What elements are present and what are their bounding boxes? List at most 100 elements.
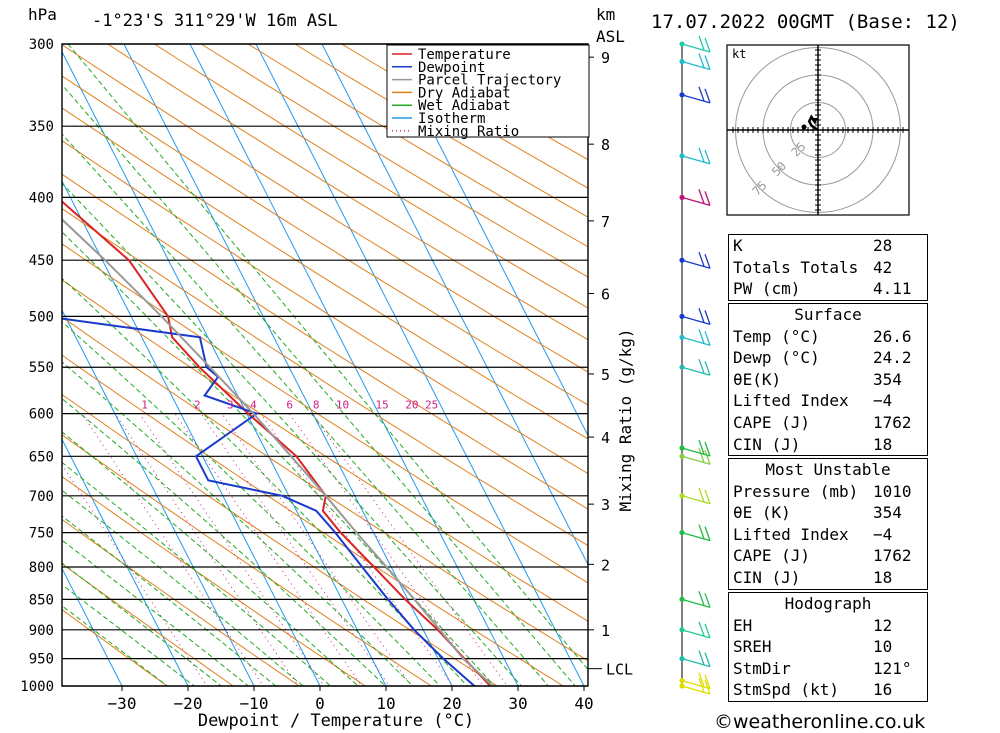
index-value: 1762 <box>873 546 912 566</box>
wind-barb-flag <box>704 310 711 325</box>
index-label: Temp (°C) <box>733 326 820 346</box>
temperature-tick-label: 30 <box>508 694 527 713</box>
wet-adiabat-line <box>62 539 250 686</box>
legend-label: Temperature <box>418 47 511 63</box>
lcl-label: LCL <box>606 661 633 679</box>
hodograph-unit-label: kt <box>732 47 746 61</box>
mixing-ratio-labels: 1 2 3 4 6 8 10 15 20 25 <box>141 399 438 412</box>
wind-barb-flag <box>698 251 705 267</box>
temperature-tick-label: −20 <box>174 694 203 713</box>
wind-barb-flag <box>704 450 711 465</box>
wind-barb-flag <box>704 331 711 346</box>
index-row: θE(K) 354 <box>729 369 927 391</box>
wind-barb-flag <box>698 86 705 102</box>
isotherm-line <box>123 44 453 686</box>
wind-barb-staff <box>681 495 711 505</box>
mixing-ratio-line <box>174 413 363 686</box>
index-value: 354 <box>873 503 902 523</box>
mixing-ratio-label: 3 <box>227 399 234 412</box>
mixing-ratio-label: 4 <box>250 399 257 412</box>
wind-barb <box>679 35 711 53</box>
mixing-ratio-label: 2 <box>194 399 201 412</box>
height-unit-asl: ASL <box>596 27 625 46</box>
wet-adiabat-line <box>62 489 304 686</box>
isotherm-line <box>62 567 123 686</box>
index-value: −4 <box>873 391 893 411</box>
wind-barb-flag <box>704 149 711 165</box>
index-value: 354 <box>873 369 902 389</box>
mixing-ratio-label: 25 <box>425 399 438 412</box>
mixing-ratio-label: 20 <box>405 399 418 412</box>
wind-barb <box>679 251 711 269</box>
pressure-unit-label: hPa <box>28 5 57 24</box>
mixing-ratio-label: 1 <box>141 399 148 412</box>
index-row: CIN (J) 18 <box>729 567 927 589</box>
wind-barb-flag <box>698 591 705 606</box>
legend-box <box>386 44 590 138</box>
index-label: SREH <box>733 637 772 657</box>
series-dewpoint <box>62 317 477 686</box>
wind-barb-flag <box>704 674 711 689</box>
wet-adiabat-line <box>62 84 576 686</box>
isotherm-line <box>321 44 588 566</box>
index-label: Totals Totals <box>733 257 859 277</box>
dry-adiabat-line <box>62 44 588 373</box>
isotherm-line <box>0 0 3 712</box>
temperature-tick-label: 40 <box>574 694 593 713</box>
height-axis: 9 8 7 6 5 4 3 2 1 LCL <box>588 49 633 679</box>
mixing-ratio-line <box>114 413 299 686</box>
index-label: Lifted Index <box>733 524 849 544</box>
wind-barb-staff <box>681 531 711 542</box>
datetime-title: 17.07.2022 00GMT (Base: 12) <box>651 11 960 33</box>
mixing-ratio-line <box>311 413 508 686</box>
wind-barb-flag <box>704 652 711 667</box>
wind-barb-staff <box>681 155 711 165</box>
index-row: Pressure (mb) 1010 <box>729 481 927 503</box>
wind-barb-flag <box>698 650 705 665</box>
surface-panel: Surface Temp (°C) 26.6 Dewp (°C) 24.2 θE(K) 3… <box>728 303 928 457</box>
isotherm-line <box>62 50 387 686</box>
wind-barb-staff <box>681 447 711 457</box>
dry-adiabat-line <box>62 563 235 686</box>
pressure-tick-label: 550 <box>29 360 54 376</box>
wind-barb-flag <box>698 35 705 51</box>
temperature-tick-label: 20 <box>442 694 461 713</box>
wet-adiabat-line <box>62 515 277 686</box>
wind-barb-staff <box>681 315 711 326</box>
wind-barb-flag <box>704 526 711 541</box>
legend-label: Isotherm <box>418 111 485 127</box>
height-tick-label: 9 <box>601 49 610 67</box>
temperature-tick-label: 0 <box>315 694 325 713</box>
mixing-ratio-label: 6 <box>286 399 293 412</box>
wind-barb-flag <box>698 487 705 503</box>
pressure-tick-label: 400 <box>29 190 54 206</box>
wind-barb-flag <box>704 623 711 639</box>
index-row: Lifted Index −4 <box>729 524 927 546</box>
height-tick-label: 1 <box>601 622 610 640</box>
most-unstable-panel: Most Unstable Pressure (mb) 1010 θE (K) 354… <box>728 458 928 590</box>
index-label: CAPE (J) <box>733 546 811 566</box>
height-tick-label: 8 <box>601 136 610 154</box>
wind-barb-staff <box>681 94 711 104</box>
height-tick-label: 6 <box>601 286 610 304</box>
wind-barb-flag <box>704 37 711 53</box>
wet-adiabat-line <box>67 44 588 671</box>
temperature-tick-label: −10 <box>240 694 269 713</box>
index-label: StmDir <box>733 658 791 678</box>
wind-barb-flag <box>698 329 705 344</box>
dry-adiabat-line <box>62 608 169 686</box>
pressure-axis: 300 350 400 450 500 550 600 650 700 750 800 850 900 9… <box>20 37 54 695</box>
index-label: Dewp (°C) <box>733 348 820 368</box>
wind-barb-flag <box>698 358 705 374</box>
wind-barb <box>679 439 711 457</box>
index-label: θE (K) <box>733 503 791 523</box>
pressure-tick-label: 650 <box>29 449 54 465</box>
index-row: CAPE (J) 1762 <box>729 412 927 434</box>
wind-barb <box>679 487 711 505</box>
series-temperature <box>62 200 493 686</box>
wind-barb-flag <box>704 191 711 206</box>
wind-barb-staff <box>681 685 711 695</box>
hodograph-panel: Hodograph EH 12 SREH 10 StmDir 121° StmSpd (kt… <box>728 592 928 702</box>
index-row: CIN (J) 18 <box>729 434 927 456</box>
dry-adiabat-line <box>200 44 588 278</box>
